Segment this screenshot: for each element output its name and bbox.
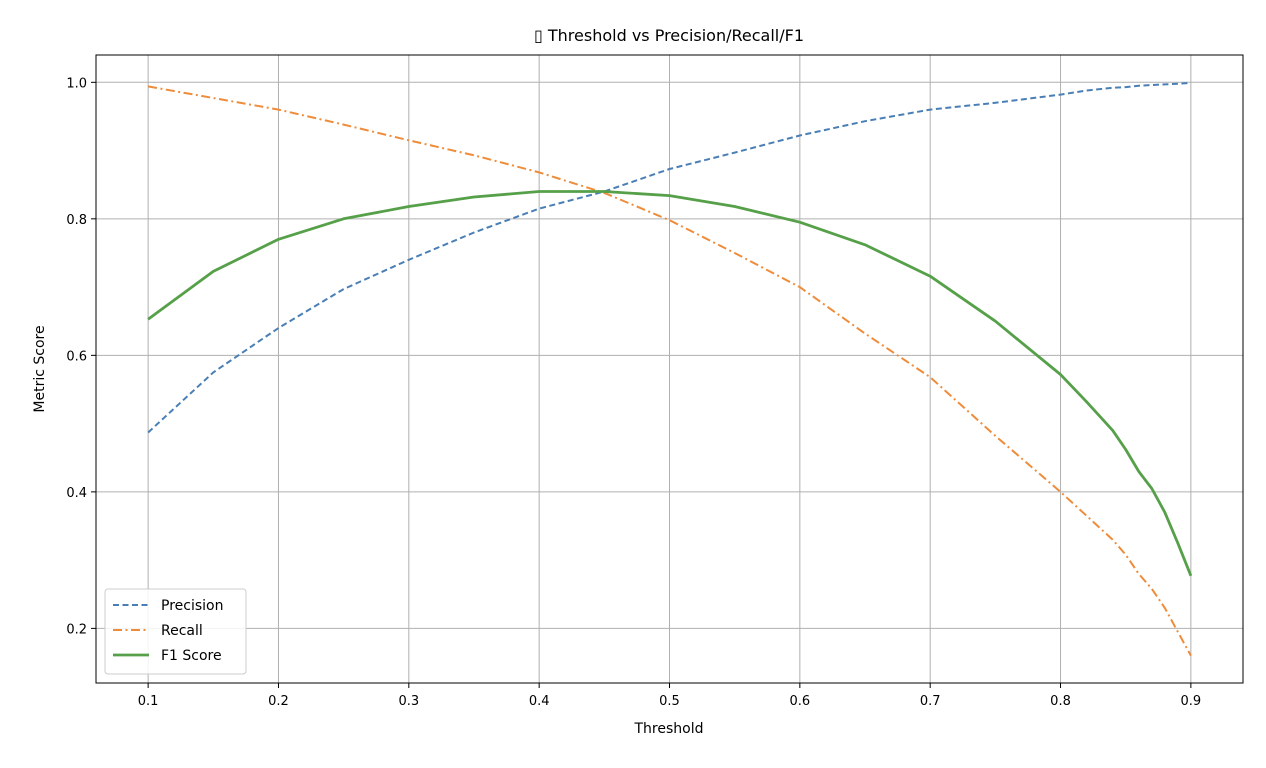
legend-box [104, 588, 247, 675]
x-tick-label: 0.4 [529, 694, 550, 709]
legend: Precision Recall F1 Score [104, 588, 247, 675]
y-tick-label: 1.0 [66, 76, 87, 91]
x-axis-ticks: 0.1 0.2 0.3 0.4 0.5 0.6 0.7 0.8 0.9 [138, 683, 1201, 709]
x-tick-label: 0.5 [659, 694, 680, 709]
recall-line [147, 85, 1192, 657]
y-axis-label: Metric Score [32, 325, 48, 412]
x-tick-label: 0.8 [1050, 694, 1071, 709]
precision-line [147, 82, 1191, 434]
series-lines [147, 82, 1193, 657]
x-tick-label: 0.6 [789, 694, 810, 709]
y-tick-label: 0.2 [66, 622, 87, 637]
x-tick-label: 0.1 [138, 694, 159, 709]
y-tick-label: 0.6 [66, 349, 87, 364]
x-tick-label: 0.9 [1181, 694, 1202, 709]
x-tick-label: 0.3 [398, 694, 419, 709]
f1-score-line [147, 190, 1193, 577]
chart-title: ▯ Threshold vs Precision/Recall/F1 [534, 26, 804, 45]
y-axis-ticks: 0.2 0.4 0.6 0.8 1.0 [66, 76, 96, 637]
legend-label-recall: Recall [161, 623, 203, 639]
grid-lines [96, 55, 1243, 683]
y-tick-label: 0.4 [66, 486, 87, 501]
x-tick-label: 0.7 [920, 694, 941, 709]
x-axis-label: Threshold [634, 721, 704, 737]
x-tick-label: 0.2 [268, 694, 289, 709]
legend-label-f1-score: F1 Score [161, 648, 222, 664]
y-tick-label: 0.8 [66, 213, 87, 228]
legend-label-precision: Precision [161, 598, 223, 614]
